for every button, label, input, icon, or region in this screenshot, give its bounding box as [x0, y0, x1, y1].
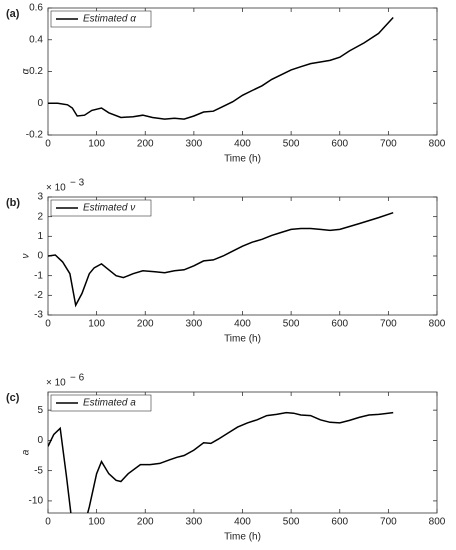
x-tick-label: 100	[88, 517, 105, 528]
y-tick-label: -1	[34, 270, 43, 281]
y-tick-label: 3	[37, 192, 43, 203]
x-tick-label: 500	[283, 319, 300, 330]
x-tick-label: 100	[88, 319, 105, 330]
x-tick-label: 500	[283, 517, 300, 528]
x-tick-label: 500	[283, 139, 300, 150]
x-tick-label: 800	[429, 517, 446, 528]
exponent-power: − 3	[70, 178, 85, 189]
x-tick-label: 400	[234, 517, 251, 528]
data-line	[48, 211, 394, 308]
y-axis-label: α	[21, 68, 32, 74]
data-line	[48, 16, 394, 120]
x-tick-label: 200	[137, 139, 154, 150]
x-tick-label: 100	[88, 139, 105, 150]
y-tick-label: -5	[34, 465, 43, 476]
y-tick-label: 0	[37, 98, 43, 109]
y-tick-label: -0.2	[26, 130, 44, 141]
legend-label: Estimated α	[83, 14, 136, 25]
exponent-base: × 10	[46, 378, 66, 389]
y-tick-label: 0	[37, 435, 43, 446]
panel-label: (a)	[6, 8, 20, 20]
x-tick-label: 300	[186, 517, 203, 528]
y-axis-label: ν	[21, 254, 32, 259]
y-tick-label: 5	[37, 405, 43, 416]
x-tick-label: 700	[380, 517, 397, 528]
x-tick-label: 600	[331, 319, 348, 330]
y-tick-label: 0.2	[29, 66, 43, 77]
y-tick-label: 2	[37, 211, 43, 222]
x-tick-label: 0	[45, 319, 51, 330]
x-axis-label: Time (h)	[224, 532, 261, 543]
x-axis-label: Time (h)	[224, 334, 261, 345]
x-tick-label: 600	[331, 139, 348, 150]
x-tick-label: 0	[45, 139, 51, 150]
panel-label: (c)	[6, 392, 20, 404]
x-tick-label: 400	[234, 319, 251, 330]
x-tick-label: 800	[429, 139, 446, 150]
legend-label: Estimated ν	[83, 203, 135, 214]
y-tick-label: 0.4	[29, 34, 43, 45]
data-line	[48, 411, 394, 513]
y-tick-label: -3	[34, 310, 43, 321]
x-tick-label: 0	[45, 517, 51, 528]
x-tick-label: 300	[186, 139, 203, 150]
x-tick-label: 700	[380, 139, 397, 150]
x-tick-label: 400	[234, 139, 251, 150]
y-axis-label: a	[21, 449, 32, 455]
legend-box	[50, 199, 152, 217]
exponent-base: × 10	[46, 183, 66, 194]
y-tick-label: 0	[37, 251, 43, 262]
x-tick-label: 700	[380, 319, 397, 330]
x-tick-label: 600	[331, 517, 348, 528]
y-tick-label: -10	[29, 496, 44, 507]
x-tick-label: 800	[429, 319, 446, 330]
legend-box	[50, 394, 152, 412]
legend-label: Estimated a	[83, 398, 136, 409]
x-tick-label: 200	[137, 319, 154, 330]
x-axis-label: Time (h)	[224, 154, 261, 165]
exponent-power: − 6	[70, 373, 85, 384]
y-tick-label: 0.6	[29, 3, 43, 14]
y-tick-label: -2	[34, 290, 43, 301]
panel-label: (b)	[6, 197, 20, 209]
x-tick-label: 300	[186, 319, 203, 330]
panel: 0 100 200 300 400 500 600 700 800 -10 -5 0 5 Time (h)…	[6, 373, 446, 543]
panel: 0 100 200 300 400 500 600 700 800 -3 -2 -1 0 1 2 3 Time …	[6, 178, 446, 345]
panel: 0 100 200 300 400 500 600 700 800-0.200.20.40.6T…	[6, 3, 446, 165]
x-tick-label: 200	[137, 517, 154, 528]
legend-box	[50, 10, 152, 28]
y-tick-label: 1	[37, 231, 43, 242]
